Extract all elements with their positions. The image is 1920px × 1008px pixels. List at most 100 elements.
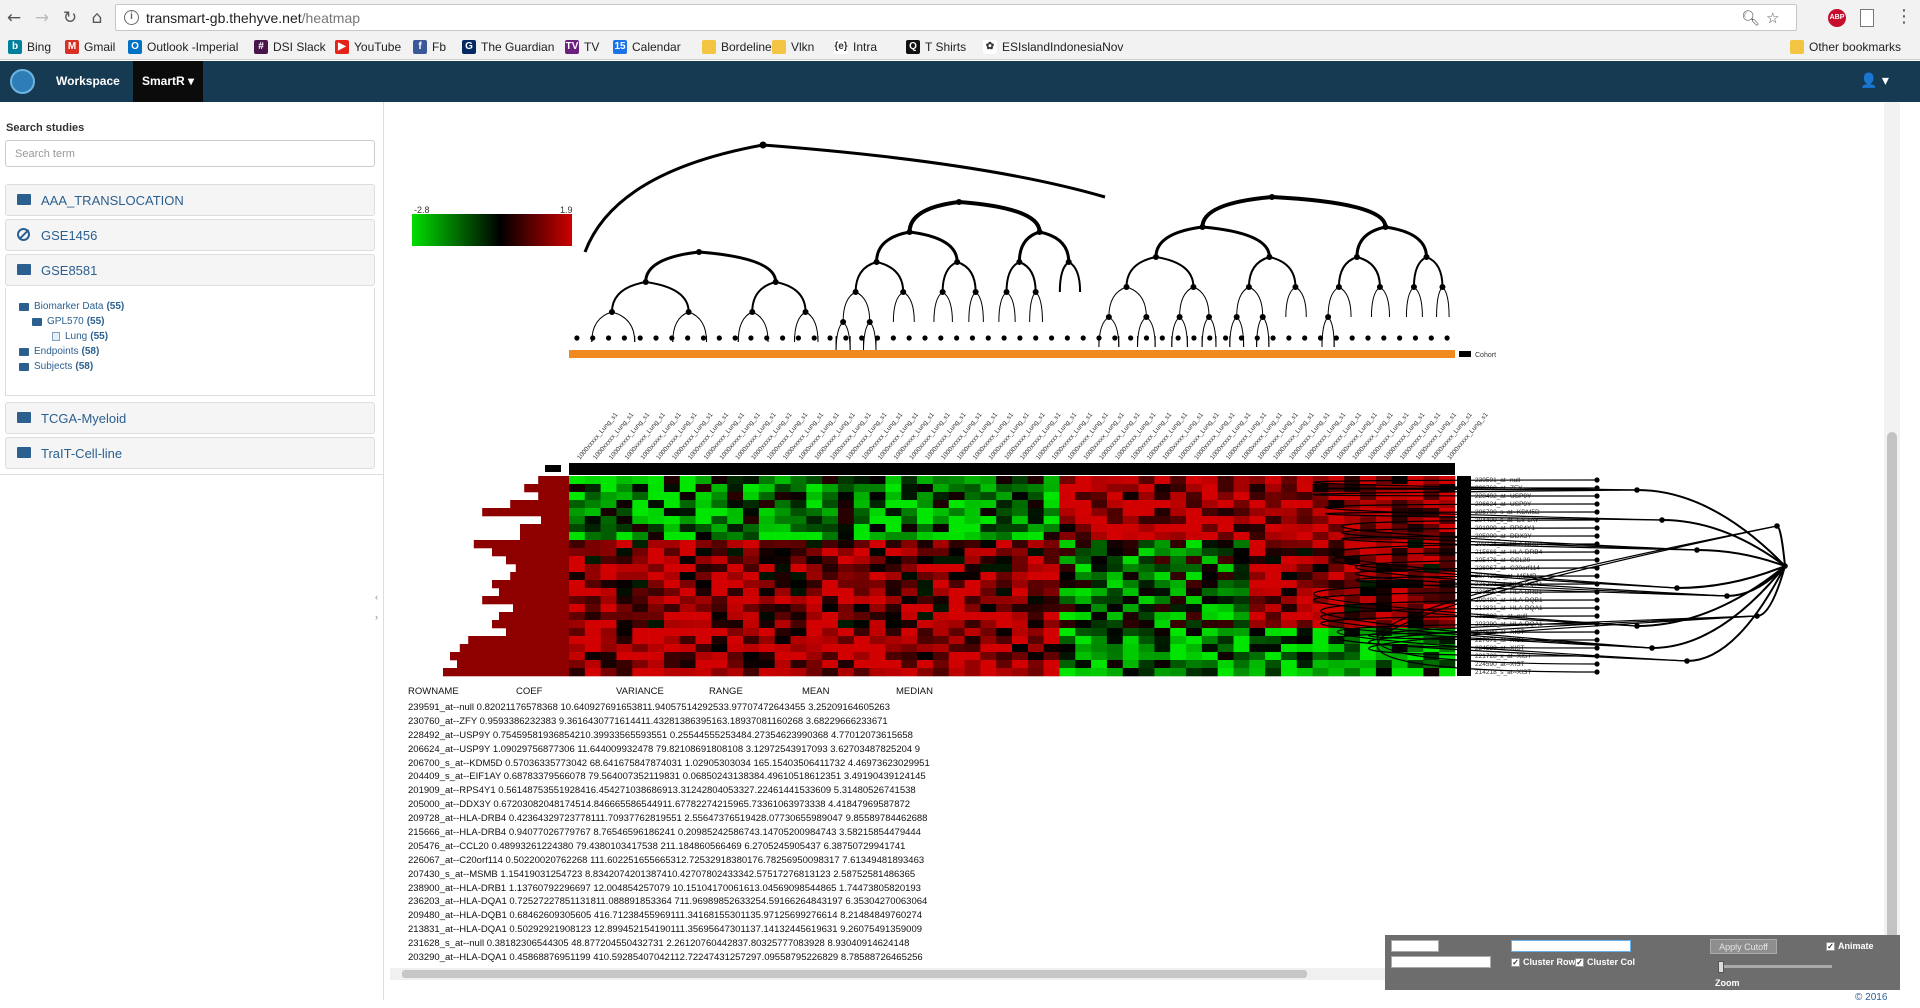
tree-node-biomarker-data[interactable]: Biomarker Data (55) xyxy=(19,301,124,312)
bookmark-youtube[interactable]: ▶ YouTube xyxy=(335,38,401,56)
vertical-scrollbar[interactable] xyxy=(1884,102,1900,972)
dendrogram-node xyxy=(866,319,873,325)
nav-workspace[interactable]: Workspace xyxy=(56,74,120,88)
tree-node-lung[interactable]: Lung (55) xyxy=(52,331,108,342)
cluster-row-toggle[interactable]: ✓ Cluster Row xyxy=(1511,957,1576,967)
heatmap-cell xyxy=(1122,556,1139,565)
heatmap-cell xyxy=(648,556,665,565)
bookmark-tv[interactable]: TV TV xyxy=(565,38,599,56)
bookmark-vlkn[interactable]: Vlkn xyxy=(772,38,814,56)
bookmark-calendar[interactable]: 15 Calendar xyxy=(613,38,681,56)
heatmap-cell xyxy=(1280,524,1298,533)
user-menu-icon[interactable]: 👤 ▾ xyxy=(1860,73,1889,89)
heatmap-cell xyxy=(1201,548,1218,557)
heatmap-cell xyxy=(1344,580,1361,589)
heatmap-cell xyxy=(869,628,886,637)
reload-icon[interactable]: ↻ xyxy=(62,8,78,28)
heatmap-cell xyxy=(964,540,981,549)
heatmap-cell xyxy=(1138,476,1155,485)
bookmark-dsi-slack[interactable]: # DSI Slack xyxy=(254,38,326,56)
heatmap-cell xyxy=(1075,564,1092,573)
heatmap-cell xyxy=(996,540,1013,549)
heatmap-cell xyxy=(584,500,601,509)
animate-toggle[interactable]: ✓ Animate xyxy=(1826,941,1874,951)
bookmark-star-icon[interactable]: ☆ xyxy=(1766,9,1780,27)
tree-node-subjects[interactable]: Subjects (58) xyxy=(19,361,93,372)
bookmark-bordeline[interactable]: Bordeline xyxy=(702,38,772,56)
scroll-thumb[interactable] xyxy=(402,970,1307,978)
bookmark-outlook-imperial[interactable]: O Outlook -Imperial xyxy=(128,38,238,56)
dendrogram-branch xyxy=(1229,316,1238,348)
forward-icon[interactable]: → xyxy=(34,8,50,28)
back-icon[interactable]: ← xyxy=(6,8,22,28)
heatmap-cell xyxy=(616,628,633,637)
heatmap-cell xyxy=(695,500,712,509)
address-bar[interactable]: i transmart-gb.thehyve.net/heatmap 🔍︎ ☆ xyxy=(115,4,1797,31)
tree-node-gpl570[interactable]: GPL570 (55) xyxy=(32,316,105,327)
heatmap-cell xyxy=(600,508,617,517)
search-input[interactable] xyxy=(5,140,375,167)
tree-node-endpoints[interactable]: Endpoints (58) xyxy=(19,346,99,357)
scroll-thumb[interactable] xyxy=(1887,432,1897,952)
other-bookmarks[interactable]: Other bookmarks xyxy=(1790,38,1901,56)
study-item-gse8581[interactable]: GSE8581 xyxy=(5,254,375,286)
heatmap-cell xyxy=(1375,540,1393,549)
heatmap-cell xyxy=(1138,660,1155,669)
heatmap-cell xyxy=(932,652,950,661)
heatmap-cell xyxy=(1249,668,1266,677)
heatmap-cell xyxy=(917,564,934,573)
heatmap-cell xyxy=(837,476,855,485)
heatmap-cell xyxy=(1249,516,1266,525)
study-item-trait-cell-line[interactable]: TraIT-Cell-line xyxy=(5,437,375,469)
dendrogram-branch xyxy=(1108,286,1127,318)
heatmap-cell xyxy=(1154,580,1171,589)
info-icon[interactable]: i xyxy=(124,10,139,25)
bookmark-fb[interactable]: f Fb xyxy=(413,38,446,56)
dendrogram-leaf xyxy=(1112,335,1118,341)
horizontal-scrollbar[interactable] xyxy=(390,968,1390,980)
adblock-icon[interactable]: ABP xyxy=(1828,9,1846,27)
heatmap-cell xyxy=(1344,644,1361,653)
heatmap-cell xyxy=(1091,652,1108,661)
cutoff-input[interactable] xyxy=(1391,940,1439,952)
heatmap-cell xyxy=(932,572,950,581)
study-item-gse1456[interactable]: GSE1456 xyxy=(5,219,375,251)
heatmap-cell xyxy=(1344,588,1361,597)
zoom-page-icon[interactable]: 🔍︎ xyxy=(1741,9,1761,27)
heatmap-cell xyxy=(1328,660,1345,669)
heatmap-cell xyxy=(758,508,775,517)
study-item-aaa-translocation[interactable]: AAA_TRANSLOCATION xyxy=(5,184,375,216)
browser-menu-icon[interactable]: ⋮ xyxy=(1895,6,1913,27)
checkbox-icon[interactable]: ✓ xyxy=(1826,941,1835,951)
heatmap-figure[interactable]: -2.8 1.9Cohort1000xxxxx_Lung_s11000xxxxx_… xyxy=(385,102,1885,692)
zoom-slider[interactable] xyxy=(1720,965,1832,968)
nav-smartr[interactable]: SmartR ▾ xyxy=(133,61,203,102)
bookmark-esislandindonesianov[interactable]: ✿ ESIslandIndonesiaNov xyxy=(983,38,1123,56)
heatmap-cell xyxy=(1106,596,1124,605)
home-icon[interactable]: ⌂ xyxy=(91,8,103,28)
search-gene-input[interactable] xyxy=(1511,940,1631,952)
heatmap-cell xyxy=(679,476,696,485)
bookmark-label: Fb xyxy=(432,40,447,54)
collapse-handle-icon[interactable]: ‹ › xyxy=(375,592,378,622)
heatmap-cell xyxy=(1439,516,1456,525)
apply-cutoff-button[interactable]: Apply Cutoff xyxy=(1710,939,1777,954)
row-dendrogram-branch xyxy=(1368,615,1758,649)
study-item-tcga-myeloid[interactable]: TCGA-Myeloid xyxy=(5,402,375,434)
heatmap-cell xyxy=(1217,484,1234,493)
bookmark-gmail[interactable]: M Gmail xyxy=(65,38,115,56)
heatmap-cell xyxy=(584,508,601,517)
page-action-icon[interactable] xyxy=(1860,9,1874,27)
transmart-logo[interactable] xyxy=(10,69,35,94)
bookmark-the-guardian[interactable]: G The Guardian xyxy=(462,38,554,56)
heatmap-cell xyxy=(584,548,601,557)
cluster-col-toggle[interactable]: ✓ Cluster Col xyxy=(1575,957,1635,967)
checkbox-icon[interactable]: ✓ xyxy=(1511,957,1520,967)
checkbox-icon[interactable]: ✓ xyxy=(1575,957,1584,967)
bookmark-intra[interactable]: {e} Intra xyxy=(834,38,877,56)
zoom-slider-handle[interactable] xyxy=(1718,961,1724,973)
cutoff-input-2[interactable] xyxy=(1391,956,1491,968)
heatmap-cell xyxy=(1012,644,1029,653)
bookmark-bing[interactable]: b Bing xyxy=(8,38,51,56)
